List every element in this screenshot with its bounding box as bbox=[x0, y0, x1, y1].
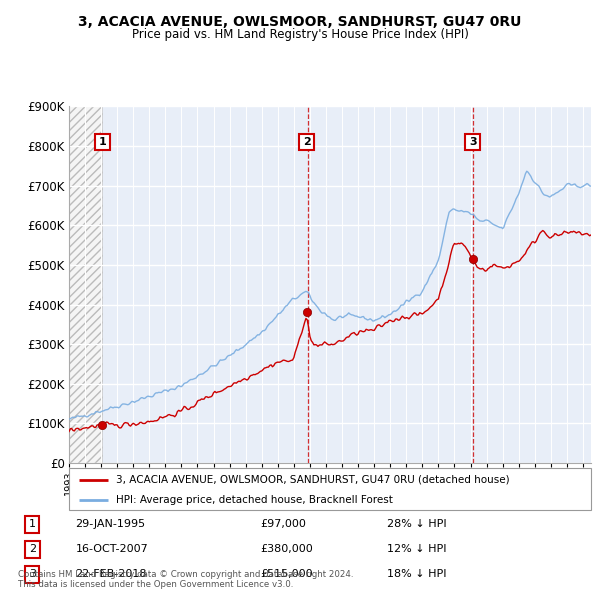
Text: 3: 3 bbox=[469, 137, 476, 147]
Text: 1: 1 bbox=[98, 137, 106, 147]
Text: Contains HM Land Registry data © Crown copyright and database right 2024.
This d: Contains HM Land Registry data © Crown c… bbox=[18, 570, 353, 589]
Text: HPI: Average price, detached house, Bracknell Forest: HPI: Average price, detached house, Brac… bbox=[116, 495, 393, 504]
Text: 2: 2 bbox=[302, 137, 310, 147]
Text: 12% ↓ HPI: 12% ↓ HPI bbox=[386, 545, 446, 554]
Text: 22-FEB-2018: 22-FEB-2018 bbox=[76, 569, 147, 579]
Text: 3: 3 bbox=[29, 569, 36, 579]
Text: £515,000: £515,000 bbox=[260, 569, 313, 579]
Text: 1: 1 bbox=[29, 519, 36, 529]
Text: £97,000: £97,000 bbox=[260, 519, 306, 529]
Text: 3, ACACIA AVENUE, OWLSMOOR, SANDHURST, GU47 0RU (detached house): 3, ACACIA AVENUE, OWLSMOOR, SANDHURST, G… bbox=[116, 475, 509, 485]
Text: 3, ACACIA AVENUE, OWLSMOOR, SANDHURST, GU47 0RU: 3, ACACIA AVENUE, OWLSMOOR, SANDHURST, G… bbox=[79, 15, 521, 29]
Text: £380,000: £380,000 bbox=[260, 545, 313, 554]
Text: 16-OCT-2007: 16-OCT-2007 bbox=[76, 545, 148, 554]
Text: 28% ↓ HPI: 28% ↓ HPI bbox=[386, 519, 446, 529]
Text: Price paid vs. HM Land Registry's House Price Index (HPI): Price paid vs. HM Land Registry's House … bbox=[131, 28, 469, 41]
Text: 2: 2 bbox=[29, 545, 36, 554]
Text: 18% ↓ HPI: 18% ↓ HPI bbox=[386, 569, 446, 579]
Bar bbox=[69, 106, 103, 463]
Text: 29-JAN-1995: 29-JAN-1995 bbox=[76, 519, 146, 529]
